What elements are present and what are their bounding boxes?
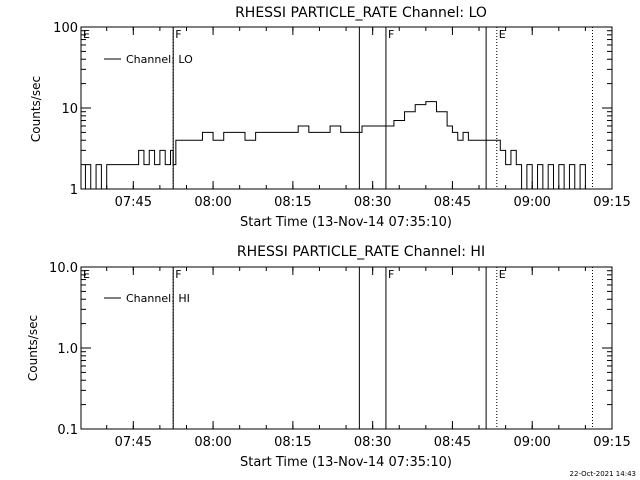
lo-chart-title: RHESSI PARTICLE_RATE Channel: LO (235, 5, 487, 21)
hi-x-tick-label: 09:00 (513, 435, 550, 450)
hi-x-tick-label: 09:15 (593, 435, 630, 450)
lo-marker-label: E (499, 28, 506, 41)
lo-channel-panel: RHESSI PARTICLE_RATE Channel: LO Start T… (29, 5, 631, 230)
lo-x-tick-label: 08:00 (194, 195, 231, 210)
hi-x-tick-label: 08:15 (274, 435, 311, 450)
lo-marker-label: F (388, 28, 394, 41)
lo-marker-label: F (175, 28, 181, 41)
lo-y-tick-label: 1 (70, 183, 78, 198)
lo-y-axis-label: Counts/sec (29, 76, 43, 142)
hi-x-tick-label: 08:45 (434, 435, 471, 450)
hi-y-axis-label: Counts/sec (26, 315, 40, 381)
lo-x-tick-label: 07:45 (115, 195, 152, 210)
hi-y-tick-label: 0.1 (57, 423, 78, 438)
hi-legend-label: Channel: HI (126, 292, 190, 305)
hi-x-tick-label: 07:45 (115, 435, 152, 450)
hi-marker-label: E (83, 268, 90, 281)
hi-y-tick-label: 10.0 (49, 261, 78, 276)
hi-marker-label: F (175, 268, 181, 281)
lo-legend-label: Channel: LO (126, 53, 193, 66)
lo-x-tick-label: 08:30 (354, 195, 391, 210)
hi-y-tick-label: 1.0 (57, 342, 78, 357)
lo-y-tick-label: 10 (61, 102, 78, 117)
hi-x-tick-label: 08:30 (354, 435, 391, 450)
hi-marker-label: E (499, 268, 506, 281)
hi-x-tick-label: 08:00 (194, 435, 231, 450)
hi-chart-title: RHESSI PARTICLE_RATE Channel: HI (237, 244, 485, 260)
hi-marker-label: F (388, 268, 394, 281)
lo-x-tick-label: 08:45 (434, 195, 471, 210)
hi-axis-ticks: 07:45 08:00 08:15 08:30 08:45 09:00 09:15 0.1 1.… (49, 261, 631, 450)
lo-x-axis-label: Start Time (13-Nov-14 07:35:10) (240, 215, 452, 230)
lo-series-line (81, 101, 591, 190)
lo-marker-label: E (83, 28, 90, 41)
lo-x-tick-label: 09:00 (513, 195, 550, 210)
hi-x-axis-label: Start Time (13-Nov-14 07:35:10) (240, 455, 452, 470)
lo-axis-ticks: 07:45 08:00 08:15 08:30 08:45 09:00 09:15 1 10 10… (53, 21, 631, 210)
lo-x-tick-label: 08:15 (274, 195, 311, 210)
hi-channel-panel: RHESSI PARTICLE_RATE Channel: HI Start T… (26, 244, 631, 470)
generation-timestamp: 22-Oct-2021 14:43 (569, 470, 636, 478)
lo-x-tick-label: 09:15 (593, 195, 630, 210)
lo-y-tick-label: 100 (53, 21, 78, 36)
